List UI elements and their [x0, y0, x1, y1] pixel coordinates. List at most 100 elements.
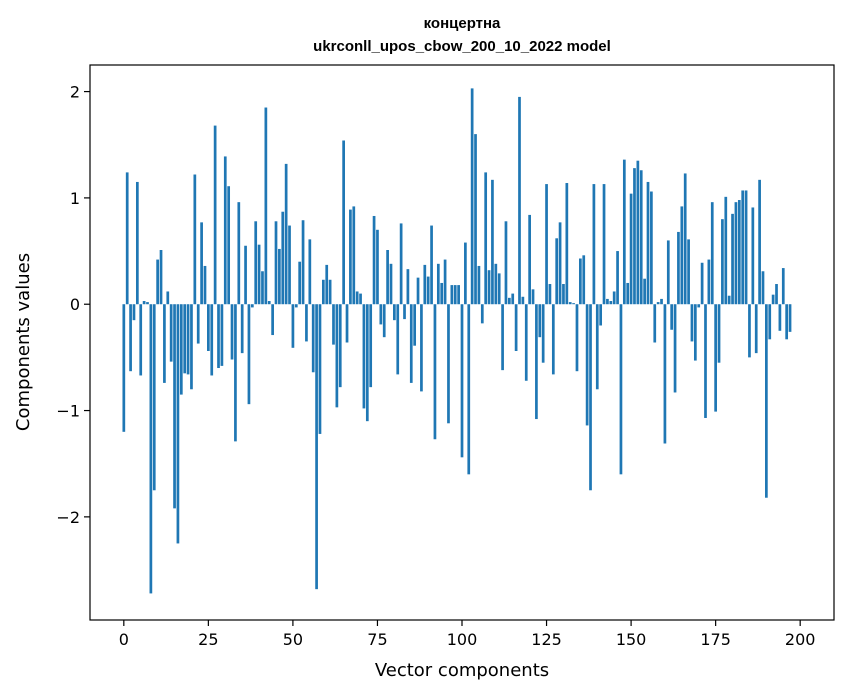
bar-67 [349, 209, 352, 305]
bar-55 [308, 239, 312, 305]
y-axis-label: Components values [13, 253, 34, 431]
bar-158 [656, 302, 660, 305]
bar-192 [771, 294, 775, 305]
bar-46 [278, 248, 281, 305]
bar-149 [626, 282, 630, 305]
bar-195 [781, 268, 785, 305]
bar-56 [311, 304, 315, 373]
x-tick-label: 50 [283, 630, 303, 649]
bar-31 [227, 186, 231, 305]
bar-18 [183, 304, 187, 374]
bar-2 [129, 304, 132, 372]
bar-121 [531, 289, 535, 305]
chart-title-line-1: концертна [424, 15, 501, 32]
bar-166 [683, 173, 687, 305]
bar-84 [406, 269, 410, 305]
bar-141 [599, 304, 603, 326]
bar-170 [697, 304, 701, 308]
bar-39 [254, 221, 258, 305]
bar-150 [629, 193, 633, 305]
bar-65 [342, 140, 345, 305]
bar-132 [568, 302, 572, 305]
x-tick-label: 175 [700, 630, 731, 649]
bar-104 [474, 134, 477, 305]
chart-title-line-2: ukrconll_upos_cbow_200_10_2022 model [313, 38, 611, 55]
x-tick-label: 150 [616, 630, 647, 649]
bar-19 [186, 304, 190, 375]
bar-125 [545, 184, 548, 305]
bar-96 [447, 304, 450, 424]
bar-156 [650, 191, 653, 305]
bar-4 [135, 181, 139, 305]
bar-71 [362, 304, 366, 409]
bar-82 [399, 223, 403, 305]
bar-73 [369, 304, 373, 388]
bar-21 [193, 174, 197, 305]
bar-136 [582, 255, 586, 305]
bar-140 [595, 304, 599, 390]
bar-43 [267, 301, 271, 305]
bar-48 [284, 163, 288, 305]
bar-190 [765, 304, 768, 498]
bar-77 [382, 304, 386, 338]
y-tick-label: 1 [70, 189, 80, 208]
bar-37 [247, 304, 251, 405]
x-tick-label: 0 [119, 630, 129, 649]
bar-138 [589, 304, 592, 491]
bar-131 [565, 183, 569, 305]
bar-59 [321, 279, 325, 305]
bar-74 [372, 215, 376, 305]
y-axis: −2 −1 0 1 2 [56, 83, 90, 527]
x-axis: 0 25 50 75 100 125 150 175 200 [119, 620, 816, 649]
bar-119 [524, 304, 528, 381]
bar-182 [737, 200, 741, 305]
bar-25 [207, 304, 210, 351]
bar-197 [788, 304, 792, 332]
bar-1 [125, 172, 129, 305]
bar-97 [450, 285, 454, 305]
bar-89 [423, 264, 427, 305]
bar-12 [163, 304, 166, 383]
bar-147 [619, 304, 623, 475]
bar-157 [653, 304, 657, 343]
bar-142 [602, 184, 606, 305]
bar-123 [538, 304, 542, 338]
bar-23 [200, 222, 203, 305]
bar-57 [315, 304, 318, 590]
bar-72 [365, 304, 369, 422]
bar-35 [240, 304, 244, 354]
bar-160 [663, 304, 667, 444]
bar-62 [332, 304, 335, 345]
bar-99 [457, 285, 460, 305]
bar-75 [376, 229, 379, 305]
bar-130 [562, 284, 565, 305]
bar-146 [616, 251, 619, 305]
bar-15 [173, 304, 176, 509]
bar-153 [639, 170, 643, 305]
bar-16 [176, 304, 180, 544]
x-tick-label: 200 [785, 630, 816, 649]
bar-122 [535, 304, 538, 420]
bar-66 [345, 304, 349, 343]
bar-11 [159, 250, 163, 305]
bar-116 [514, 304, 518, 351]
bar-191 [768, 304, 772, 340]
bar-27 [213, 125, 217, 305]
bar-7 [146, 302, 149, 305]
bar-26 [210, 304, 214, 376]
bar-88 [420, 304, 423, 392]
bar-172 [704, 304, 707, 418]
y-tick-label: −1 [56, 402, 80, 421]
bar-30 [223, 156, 227, 305]
bar-44 [271, 304, 274, 336]
bar-165 [680, 206, 684, 305]
bar-137 [585, 304, 589, 426]
bar-98 [453, 285, 457, 305]
bar-8 [149, 304, 153, 594]
y-tick-label: 0 [70, 295, 80, 314]
bar-29 [220, 304, 224, 366]
bar-69 [355, 291, 359, 305]
bar-180 [731, 213, 734, 305]
bar-152 [636, 160, 640, 305]
